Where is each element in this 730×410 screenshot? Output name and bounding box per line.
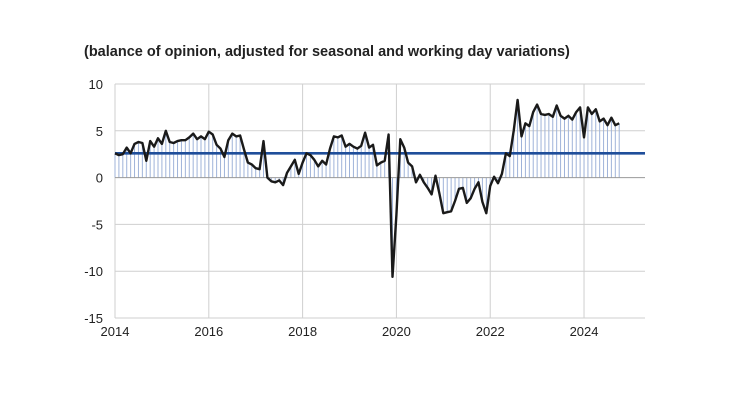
x-tick-label: 2022: [476, 324, 505, 339]
x-tick-labels: 2014 2016 2018 2020 2022 2024: [101, 324, 599, 339]
y-tick-label: -5: [91, 217, 103, 232]
x-tick-label: 2020: [382, 324, 411, 339]
x-tick-label: 2024: [570, 324, 599, 339]
x-tick-label: 2016: [194, 324, 223, 339]
series-line: [114, 98, 620, 278]
series-group: [114, 98, 620, 278]
y-tick-labels: -15 -10 -5 0 5 10: [84, 77, 103, 326]
y-tick-label: 5: [96, 124, 103, 139]
y-tick-label: -10: [84, 264, 103, 279]
x-tick-label: 2014: [101, 324, 130, 339]
y-tick-label: 0: [96, 171, 103, 186]
x-tick-label: 2018: [288, 324, 317, 339]
chart-subtitle: (balance of opinion, adjusted for season…: [84, 44, 570, 60]
y-tick-label: 10: [89, 77, 103, 92]
y-tick-label: -15: [84, 311, 103, 326]
fill-stripes: [114, 99, 620, 277]
